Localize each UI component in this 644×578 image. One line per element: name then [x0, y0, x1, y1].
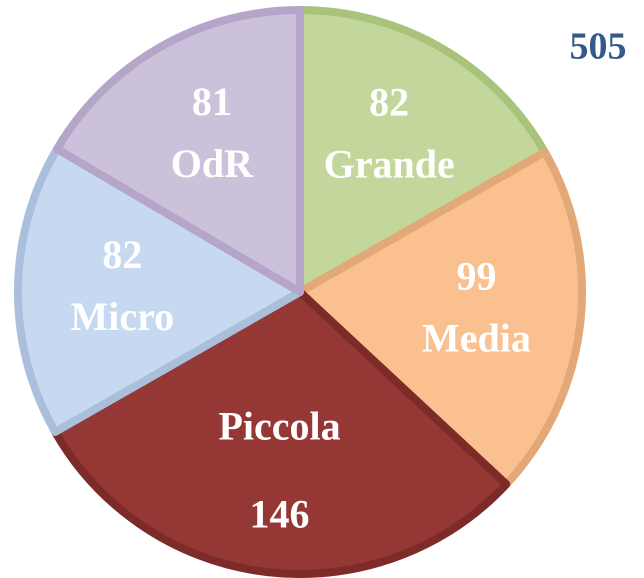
slice-value: 82 [102, 232, 142, 277]
pie-slice [296, 148, 586, 489]
slice-label: Grande [324, 142, 455, 187]
slice-label: Media [422, 316, 531, 361]
pie-slice [296, 6, 549, 296]
slice-value: 146 [250, 492, 310, 537]
pie-slice [52, 6, 304, 296]
slice-value: 82 [369, 80, 409, 125]
slice-label: Micro [71, 294, 175, 339]
slice-label: OdR [171, 141, 254, 186]
annotation: 505 [570, 26, 627, 68]
pie-slice [51, 288, 511, 578]
slice-value: 81 [192, 79, 232, 124]
slice-value: 99 [456, 254, 496, 299]
slice-label: Piccola [218, 404, 340, 449]
pie-slice [14, 144, 304, 436]
